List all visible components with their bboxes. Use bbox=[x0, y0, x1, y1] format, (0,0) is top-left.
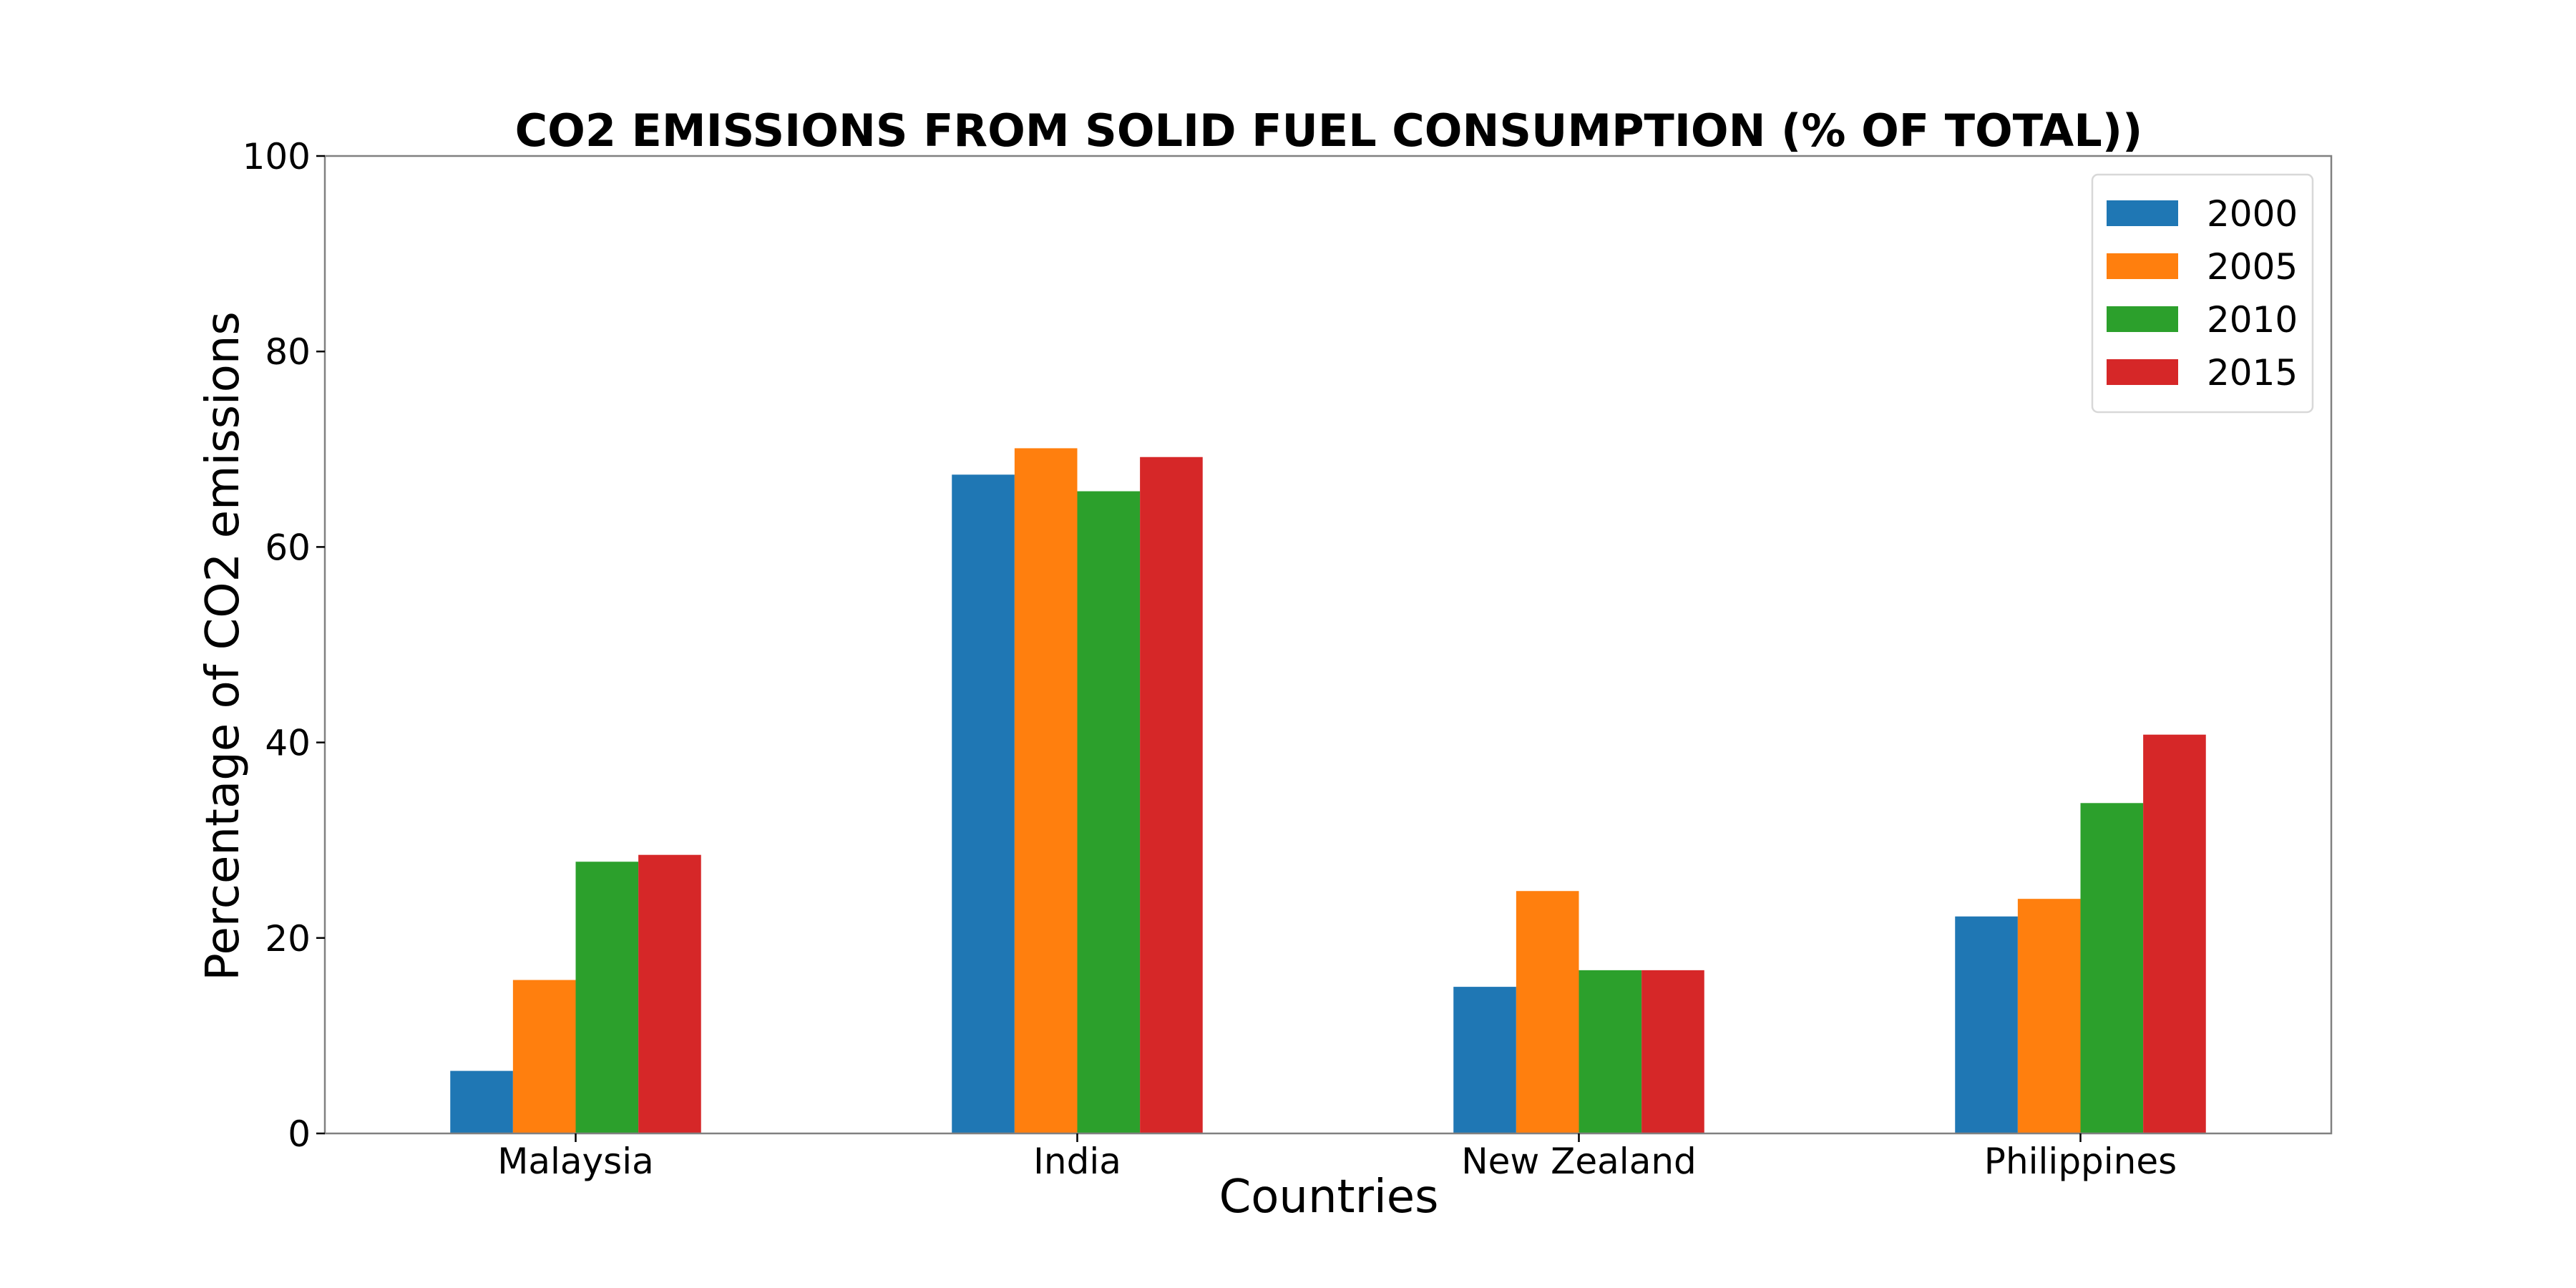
bar-new-zealand-2000 bbox=[1453, 987, 1516, 1133]
legend-label-2000: 2000 bbox=[2207, 193, 2298, 235]
legend-swatch-2000 bbox=[2107, 200, 2178, 226]
legend-label-2015: 2015 bbox=[2207, 352, 2298, 394]
y-axis: 0 20 40 60 80 100 bbox=[243, 136, 325, 1155]
y-axis-label: Percentage of CO2 emissions bbox=[197, 311, 250, 981]
legend-swatch-2005 bbox=[2107, 253, 2178, 279]
bar-india-2000 bbox=[952, 474, 1015, 1133]
legend-swatch-2010 bbox=[2107, 306, 2178, 332]
bar-malaysia-2015 bbox=[638, 854, 701, 1133]
y-tick-label: 60 bbox=[265, 527, 311, 568]
bar-india-2005 bbox=[1014, 448, 1078, 1133]
bar-india-2010 bbox=[1077, 491, 1141, 1133]
chart-title: CO2 EMISSIONS FROM SOLID FUEL CONSUMPTIO… bbox=[515, 104, 2143, 157]
x-tick-label: Malaysia bbox=[497, 1141, 653, 1182]
legend-box bbox=[2091, 173, 2314, 414]
x-axis: Malaysia India New Zealand Philippines bbox=[497, 1133, 2177, 1182]
x-tick-label: New Zealand bbox=[1461, 1141, 1697, 1182]
plot-area-frame bbox=[323, 155, 2333, 1135]
legend-swatch-2015 bbox=[2107, 359, 2178, 385]
x-tick-label: India bbox=[1033, 1141, 1121, 1182]
bar-new-zealand-2015 bbox=[1641, 970, 1704, 1133]
bar-new-zealand-2010 bbox=[1579, 970, 1642, 1133]
bar-malaysia-2000 bbox=[450, 1070, 513, 1133]
y-tick-label: 20 bbox=[265, 918, 311, 960]
legend-label-2005: 2005 bbox=[2207, 246, 2298, 288]
bar-philippines-2015 bbox=[2143, 734, 2206, 1133]
bar-malaysia-2005 bbox=[512, 980, 576, 1133]
bar-philippines-2010 bbox=[2080, 803, 2144, 1133]
bar-malaysia-2010 bbox=[575, 862, 639, 1133]
legend: 2000 2005 2010 2015 bbox=[2091, 173, 2314, 414]
x-tick-label: Philippines bbox=[1984, 1141, 2177, 1182]
x-axis-label: Countries bbox=[1219, 1171, 1439, 1224]
y-tick-label: 80 bbox=[265, 331, 311, 373]
y-tick-label: 40 bbox=[265, 723, 311, 764]
bar-philippines-2005 bbox=[2017, 899, 2081, 1133]
bar-philippines-2000 bbox=[1955, 916, 2018, 1133]
bar-india-2015 bbox=[1140, 457, 1203, 1133]
y-tick-label: 100 bbox=[243, 136, 311, 177]
y-tick-label: 0 bbox=[288, 1113, 311, 1155]
bars-group bbox=[450, 448, 2206, 1133]
bar-new-zealand-2005 bbox=[1516, 891, 1579, 1133]
legend-label-2010: 2010 bbox=[2207, 299, 2298, 341]
